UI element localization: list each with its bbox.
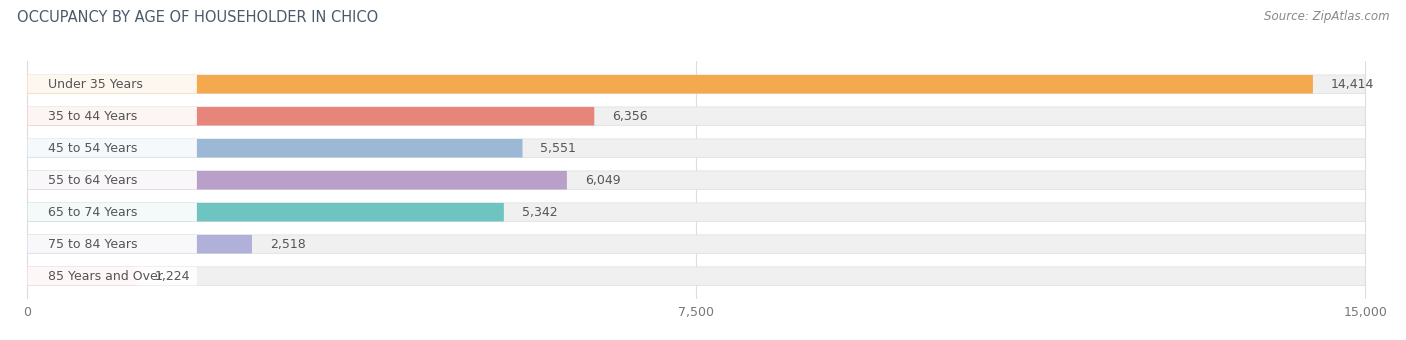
Text: 5,342: 5,342 xyxy=(522,206,557,219)
FancyBboxPatch shape xyxy=(28,267,1365,286)
Text: 75 to 84 Years: 75 to 84 Years xyxy=(48,238,138,251)
Text: 2,518: 2,518 xyxy=(270,238,305,251)
FancyBboxPatch shape xyxy=(28,107,1365,125)
FancyBboxPatch shape xyxy=(28,235,1365,253)
FancyBboxPatch shape xyxy=(28,235,197,253)
FancyBboxPatch shape xyxy=(28,75,1313,94)
FancyBboxPatch shape xyxy=(28,203,197,221)
Text: 35 to 44 Years: 35 to 44 Years xyxy=(48,110,136,123)
Text: 6,356: 6,356 xyxy=(612,110,648,123)
Text: 85 Years and Over: 85 Years and Over xyxy=(48,270,163,283)
Text: Source: ZipAtlas.com: Source: ZipAtlas.com xyxy=(1264,10,1389,23)
Text: OCCUPANCY BY AGE OF HOUSEHOLDER IN CHICO: OCCUPANCY BY AGE OF HOUSEHOLDER IN CHICO xyxy=(17,10,378,25)
FancyBboxPatch shape xyxy=(28,107,595,125)
FancyBboxPatch shape xyxy=(28,235,252,253)
Text: 1,224: 1,224 xyxy=(155,270,190,283)
FancyBboxPatch shape xyxy=(28,139,523,157)
Text: Under 35 Years: Under 35 Years xyxy=(48,78,142,91)
Text: 45 to 54 Years: 45 to 54 Years xyxy=(48,142,138,155)
FancyBboxPatch shape xyxy=(28,75,1365,94)
FancyBboxPatch shape xyxy=(28,75,197,94)
FancyBboxPatch shape xyxy=(28,171,197,189)
FancyBboxPatch shape xyxy=(28,171,567,189)
FancyBboxPatch shape xyxy=(28,267,197,286)
FancyBboxPatch shape xyxy=(28,139,1365,157)
FancyBboxPatch shape xyxy=(28,267,136,286)
FancyBboxPatch shape xyxy=(28,139,197,157)
FancyBboxPatch shape xyxy=(28,107,197,125)
Text: 5,551: 5,551 xyxy=(540,142,576,155)
Text: 65 to 74 Years: 65 to 74 Years xyxy=(48,206,138,219)
FancyBboxPatch shape xyxy=(28,203,503,221)
Text: 6,049: 6,049 xyxy=(585,174,620,187)
FancyBboxPatch shape xyxy=(28,171,1365,189)
FancyBboxPatch shape xyxy=(28,203,1365,221)
Text: 14,414: 14,414 xyxy=(1330,78,1374,91)
Text: 55 to 64 Years: 55 to 64 Years xyxy=(48,174,138,187)
